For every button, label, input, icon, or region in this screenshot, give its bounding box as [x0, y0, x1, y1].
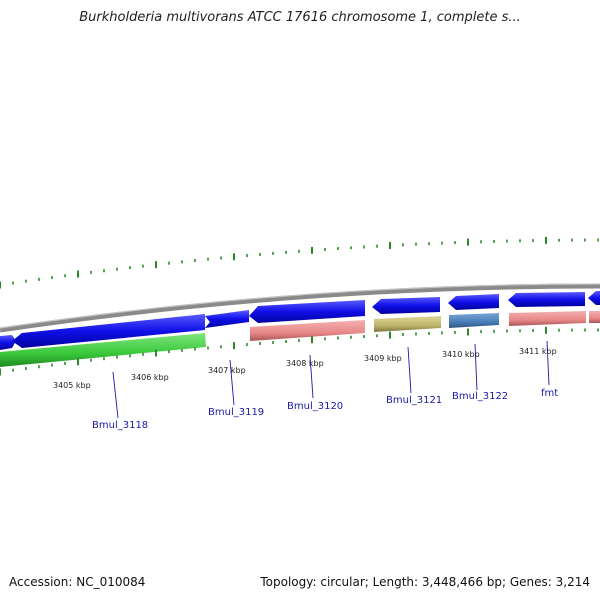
gene-feature-bmul-3120[interactable] [250, 320, 365, 341]
cds-feature[interactable] [508, 292, 585, 307]
cds-feature[interactable] [12, 314, 205, 348]
inner-dotted-track [0, 326, 599, 376]
cds-feature[interactable] [448, 294, 499, 310]
outer-dotted-track [0, 236, 599, 289]
cds-feature[interactable] [205, 310, 249, 328]
gene-label-fmt[interactable]: fmt [541, 388, 558, 399]
leader-line-bmul-3122 [474, 343, 478, 391]
gene-feature-fmt[interactable] [509, 311, 586, 326]
cds-feature[interactable] [249, 300, 365, 323]
gene-label-bmul-3122[interactable]: Bmul_3122 [452, 391, 508, 402]
gene-feature-bmul-3121[interactable] [374, 316, 441, 332]
leader-line-fmt [546, 340, 550, 386]
leader-line-bmul-3121 [407, 346, 412, 394]
gene-label-bmul-3119[interactable]: Bmul_3119 [208, 407, 264, 418]
kbp-label-3407: 3407 kbp [208, 366, 246, 375]
cds-feature[interactable] [0, 335, 16, 350]
kbp-label-3409: 3409 kbp [364, 354, 402, 363]
cds-feature[interactable] [588, 291, 600, 305]
leader-line-bmul-3120 [309, 354, 314, 399]
gene-label-bmul-3121[interactable]: Bmul_3121 [386, 395, 442, 406]
cds-feature[interactable] [372, 297, 440, 314]
gene-feature[interactable] [589, 311, 600, 323]
gene-label-bmul-3118[interactable]: Bmul_3118 [92, 420, 148, 431]
kbp-label-3406: 3406 kbp [131, 373, 169, 382]
gene-feature-bmul-3122[interactable] [449, 313, 499, 328]
gene-feature-bmul-3118[interactable] [0, 333, 206, 367]
topology-summary: Topology: circular; Length: 3,448,466 bp… [260, 575, 590, 589]
kbp-label-3410: 3410 kbp [442, 350, 480, 359]
kbp-label-3405: 3405 kbp [53, 381, 91, 390]
gene-label-bmul-3120[interactable]: Bmul_3120 [287, 401, 343, 412]
leader-line-bmul-3119 [229, 359, 235, 406]
chromosome-backbone-highlight [0, 283, 600, 329]
leader-line-bmul-3118 [112, 371, 119, 419]
gene-label-leaders [112, 340, 550, 419]
chromosome-backbone [0, 283, 600, 333]
kbp-label-3408: 3408 kbp [286, 359, 324, 368]
kbp-label-3411: 3411 kbp [519, 347, 557, 356]
accession-text: Accession: NC_010084 [9, 575, 146, 589]
map-title: Burkholderia multivorans ATCC 17616 chro… [79, 10, 521, 25]
